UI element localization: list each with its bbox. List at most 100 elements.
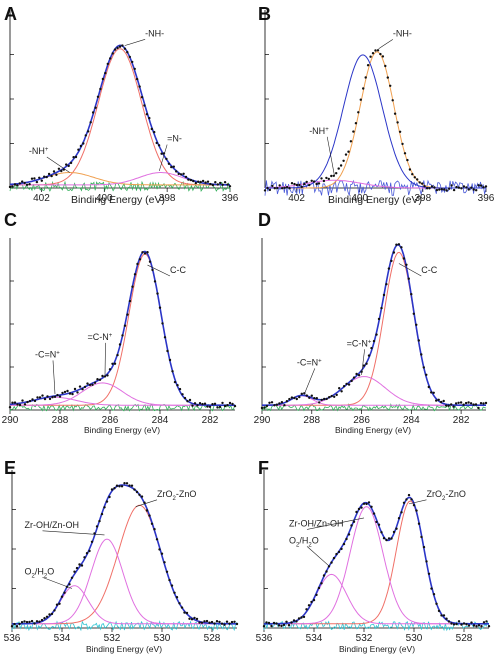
panel-d-data-point (265, 404, 269, 408)
panel-d-data-point (370, 346, 373, 350)
panel-c-peak-label-arrow-2 (104, 342, 106, 375)
panel-a-data-point (57, 167, 61, 170)
panel-b-data-point (455, 185, 458, 189)
panel-d-fit-envelope (262, 243, 486, 406)
panel-c-data-point (93, 381, 97, 384)
panel-d-data-point (440, 400, 443, 404)
panel-a-peak-label-arrow-3 (158, 144, 168, 172)
panel-c-data-point (106, 374, 109, 377)
panel-d-data-point (365, 362, 368, 365)
panel-f-peak-label-3: O2/H2O (289, 535, 319, 548)
panel-b-data-point (416, 178, 419, 181)
panel-b-data-point (443, 188, 446, 191)
panel-e-data-point (25, 620, 29, 624)
panel-b-data-point (359, 98, 362, 101)
panel-d-data-point (385, 283, 388, 286)
panel-f-data-point (330, 561, 333, 564)
panel-f-data-point (460, 623, 463, 626)
panel-f-data-point (470, 621, 473, 624)
panel-c-x-tick-label: 290 (2, 415, 19, 426)
panel-a-data-point (11, 185, 14, 188)
panel-f-data-point (422, 545, 426, 549)
panel-b-data-point (342, 159, 345, 162)
panel-b-data-point (465, 186, 468, 189)
panel-e-data-point (75, 566, 79, 570)
panel-b-data-point (281, 187, 284, 190)
panel-c-data-point (18, 403, 22, 407)
panel-a-data-point (67, 164, 70, 168)
panel-b-data-point (263, 189, 267, 192)
panel-f-data-point (292, 619, 296, 622)
panel-e-data-point (150, 522, 154, 525)
panel-d-data-point (347, 383, 351, 386)
panel-a-peak-label-arrow-1 (124, 39, 146, 46)
panel-a-data-point (45, 175, 48, 179)
panel-e-data-point (218, 620, 221, 624)
panel-e-data-point (153, 528, 156, 531)
panel-f-peak-label-arrow-3 (306, 546, 330, 567)
panel-c-data-point (11, 401, 14, 404)
panel-b-data-point (330, 174, 333, 178)
panel-c-data-point (221, 401, 224, 405)
panel-e-data-point (220, 622, 224, 625)
panel-d-data-point (300, 392, 303, 395)
panel-b-data-point (273, 187, 276, 190)
panel-f-data-point (482, 621, 486, 624)
panel-a-peak-label-3: =N- (167, 134, 182, 144)
panel-f-data-point (425, 560, 428, 563)
panel-d-data-point (482, 402, 485, 405)
panel-f-data-point (487, 625, 491, 628)
panel-c-data-point (126, 313, 129, 316)
panel-c-peak-label-arrow-3 (52, 360, 56, 395)
panel-e-data-point (130, 484, 134, 487)
panel-a-data-point (109, 57, 112, 60)
panel-b-data-point (266, 186, 269, 190)
panel-b-data-point (393, 112, 397, 115)
panel-d-data-point (447, 404, 450, 407)
panel-a-data-point (219, 181, 222, 185)
panel-a-data-point (60, 169, 63, 173)
panel-d-data-point (350, 379, 353, 383)
panel-a-plot: 402 400 398 396 -NH- -NH+ =N- (8, 10, 239, 204)
panel-d-data-point (402, 257, 406, 260)
panel-a-data-point (43, 175, 46, 178)
panel-b-data-point (421, 182, 424, 185)
panel-f-data-point (480, 625, 483, 628)
panel-f-data-point (265, 621, 268, 624)
panel-b-data-point (298, 183, 301, 187)
panel-f-data-point (375, 520, 378, 524)
panel-a-data-point (209, 182, 212, 186)
panel-f-data-point (315, 593, 318, 597)
panel-c-data-point (231, 402, 234, 406)
panel-b-data-point (470, 186, 473, 189)
panel-e-data-point (203, 620, 206, 623)
panel-f-data-point (432, 593, 436, 596)
panel-e-data-point (48, 613, 51, 616)
panel-a-data-point (74, 155, 78, 159)
panel-f-data-point (372, 512, 376, 515)
panel-a-data-point (106, 62, 110, 66)
panel-d-component-peak-2 (262, 376, 486, 406)
panel-e-data-point (13, 622, 16, 626)
panel-f-data-point (385, 538, 388, 542)
panel-c-data-point (191, 404, 194, 407)
panel-a-data-point (99, 87, 102, 91)
panel-f-data-point (412, 504, 416, 507)
panel-b-data-point (315, 182, 318, 186)
panel-a-data-point (131, 60, 134, 64)
panel-b-peak-label-2: -NH+ (309, 126, 329, 136)
panel-b-data-point (320, 177, 323, 180)
panel-b-component-peak-3 (265, 54, 486, 189)
panel-a-data-point (28, 183, 31, 186)
panel-e-data-point (95, 525, 99, 528)
panel-c-data-point (228, 401, 232, 405)
panel-b-data-point (369, 55, 372, 58)
panel-c-data-point (141, 251, 144, 254)
panel-d-data-point (340, 390, 343, 393)
panel-e-x-tick-label: 536 (4, 633, 21, 644)
panel-a-data-point (226, 183, 229, 186)
panel-b-data-point (381, 55, 385, 58)
panel-c-x-axis-title: Binding Energy (eV) (84, 425, 160, 435)
panel-d-data-point (457, 401, 460, 404)
panel-a-data-point (126, 51, 129, 54)
